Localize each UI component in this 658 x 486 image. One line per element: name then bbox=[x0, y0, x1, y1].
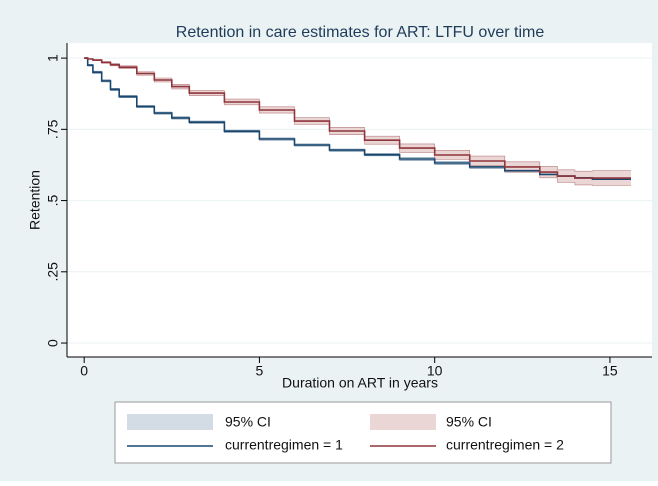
legend-label: 95% CI bbox=[446, 414, 492, 430]
legend-swatch bbox=[127, 414, 213, 430]
chart-title: Retention in care estimates for ART: LTF… bbox=[176, 24, 545, 41]
y-tick-label: 1 bbox=[45, 54, 61, 62]
line bbox=[84, 57, 631, 179]
y-tick-label: 0 bbox=[45, 339, 61, 347]
x-tick-label: 5 bbox=[256, 363, 264, 379]
y-tick-label: .25 bbox=[45, 262, 61, 282]
x-tick-label: 15 bbox=[602, 363, 618, 379]
plot-area bbox=[67, 43, 652, 357]
x-axis-title: Duration on ART in years bbox=[282, 375, 438, 391]
legend-box bbox=[114, 401, 612, 464]
legend-label: currentregimen = 2 bbox=[446, 437, 564, 453]
y-axis-title: Retention bbox=[27, 170, 43, 230]
y-tick-label: .5 bbox=[45, 195, 61, 207]
legend-label: currentregimen = 1 bbox=[225, 437, 343, 453]
x-tick-label: 10 bbox=[427, 363, 443, 379]
legend-swatch bbox=[370, 414, 436, 430]
x-tick-label: 0 bbox=[80, 363, 88, 379]
legend-label: 95% CI bbox=[225, 414, 271, 430]
ci-band bbox=[84, 58, 631, 186]
y-tick-label: .75 bbox=[45, 119, 61, 139]
